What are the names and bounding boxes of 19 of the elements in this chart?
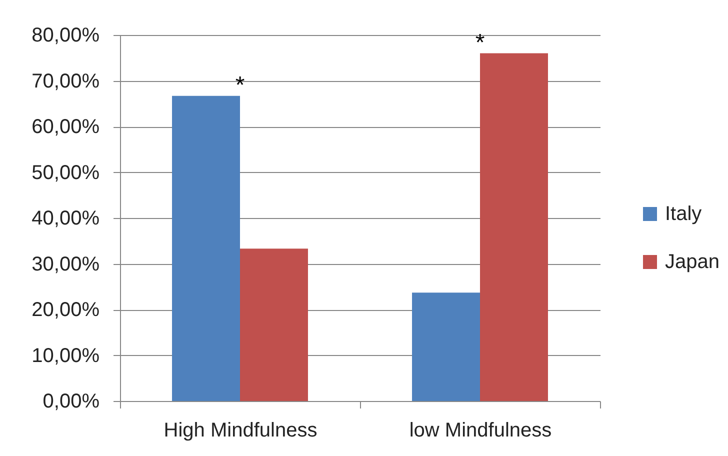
bar [240, 248, 308, 401]
legend-label: Japan [665, 251, 720, 273]
y-tick-label: 50,00% [32, 162, 100, 184]
bar [412, 292, 480, 401]
x-tick-label: High Mindfulness [164, 420, 318, 442]
y-tick-label: 30,00% [32, 253, 100, 276]
y-tick-label: 40,00% [32, 208, 100, 230]
x-tick-label: low Mindfulness [409, 420, 552, 442]
y-tick-label: 60,00% [32, 116, 100, 138]
y-tick-label: 20,00% [32, 299, 100, 321]
annotation: * [475, 29, 485, 56]
y-tick-label: 80,00% [32, 24, 100, 46]
y-tick-label: 10,00% [32, 344, 100, 367]
bar [480, 53, 548, 401]
y-tick-label: 70,00% [32, 70, 100, 92]
y-tick-label: 0,00% [42, 390, 100, 412]
bar [172, 96, 240, 401]
legend-label: Italy [665, 203, 702, 225]
annotation: * [235, 72, 245, 99]
